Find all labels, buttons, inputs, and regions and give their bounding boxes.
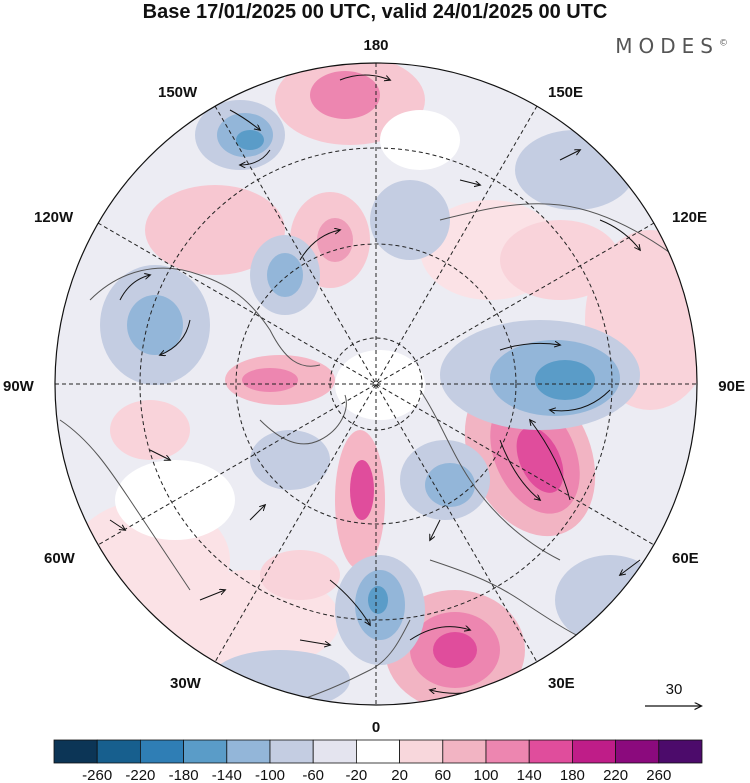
colorbar-tick-label: -60	[302, 767, 324, 783]
colorbar-tick-label: -20	[346, 767, 368, 783]
lon-label-90e: 90E	[718, 378, 745, 395]
lon-label-60w: 60W	[44, 550, 76, 567]
colorbar-swatch	[53, 739, 98, 764]
colorbar-swatch	[226, 739, 271, 764]
colorbar-tick-label: -220	[125, 767, 155, 783]
modes-logo: MODES©	[615, 34, 728, 58]
reference-vector-label: 30	[666, 681, 683, 698]
colorbar-swatch	[485, 739, 530, 764]
colorbar-tick-label: 220	[603, 767, 628, 783]
colorbar-swatch	[528, 739, 573, 764]
colorbar-tick-label: -180	[169, 767, 199, 783]
map-border	[54, 62, 698, 706]
colorbar-swatch	[312, 739, 357, 764]
colorbar-tick-label: 180	[560, 767, 585, 783]
colorbar-swatch	[183, 739, 228, 764]
colorbar-swatch	[572, 739, 617, 764]
graticule	[55, 63, 697, 705]
colorbar-tick-label: -260	[82, 767, 112, 783]
colorbar-swatch	[96, 739, 141, 764]
map-title: Base 17/01/2025 00 UTC, valid 24/01/2025…	[142, 1, 608, 23]
lon-label-150w: 150W	[158, 84, 198, 101]
colorbar-swatch	[658, 739, 703, 764]
colorbar-tick-label: 140	[517, 767, 542, 783]
colorbar-swatch	[269, 739, 314, 764]
lon-label-150e: 150E	[548, 84, 583, 101]
colorbar-tick-label: 20	[391, 767, 408, 783]
lon-label-180: 180	[363, 37, 388, 54]
lon-label-0: 0	[372, 719, 380, 736]
wind-vectors	[109, 74, 640, 693]
lon-label-120w: 120W	[34, 209, 74, 226]
colorbar-tick-label: -140	[212, 767, 242, 783]
lon-label-30e: 30E	[548, 675, 575, 692]
colorbar-swatch	[615, 739, 660, 764]
colorbar-swatch	[139, 739, 184, 764]
colorbar-tick-label: 100	[473, 767, 498, 783]
colorbar-tick-label: -100	[255, 767, 285, 783]
colorbar-tick-label: 60	[434, 767, 451, 783]
lon-label-120e: 120E	[672, 209, 707, 226]
colorbar-swatch	[355, 739, 400, 764]
colorbar-swatch	[442, 739, 487, 764]
reference-vector: 30	[645, 681, 701, 706]
lon-label-30w: 30W	[170, 675, 202, 692]
colorbar: -260 -220 -180 -140 -100 -60 -20 20 60 100 140 180 2…	[53, 739, 703, 783]
colorbar-swatch	[399, 739, 444, 764]
lon-label-90w: 90W	[3, 378, 35, 395]
lon-label-60e: 60E	[672, 550, 699, 567]
colorbar-tick-label: 260	[646, 767, 671, 783]
